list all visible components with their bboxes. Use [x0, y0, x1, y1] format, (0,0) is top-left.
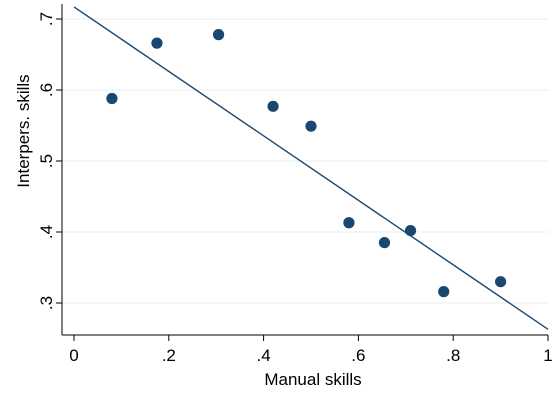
- y-tick-label: .4: [37, 225, 56, 239]
- y-tick-label: .5: [37, 154, 56, 168]
- data-point: [212, 29, 225, 41]
- x-tick-label: .6: [351, 346, 365, 365]
- data-point: [267, 100, 279, 112]
- data-point: [106, 92, 118, 105]
- x-tick-label: .8: [446, 346, 460, 365]
- data-point: [404, 224, 417, 237]
- x-tick-label: 1: [543, 346, 552, 365]
- x-tick-label: .4: [257, 346, 271, 365]
- data-point: [495, 276, 507, 288]
- data-point: [438, 286, 450, 298]
- data-point: [305, 120, 317, 132]
- y-tick-label: .6: [37, 83, 56, 97]
- data-point: [378, 237, 391, 249]
- y-axis-title: Interpers. skills: [14, 74, 33, 187]
- x-tick-label: .2: [162, 346, 176, 365]
- x-ticks: 0 .2 .4 .6 .8 1: [69, 335, 553, 365]
- fitted-line: [73, 6, 549, 330]
- fitted-line-group: [73, 6, 549, 330]
- axes: [61, 4, 548, 336]
- x-tick-label: 0: [69, 346, 78, 365]
- data-point: [151, 37, 163, 49]
- grid-lines: [62, 18, 548, 304]
- y-tick-label: .7: [37, 12, 56, 26]
- scatter-points: [106, 29, 507, 298]
- y-tick-label: .3: [37, 296, 56, 310]
- y-ticks: .3 .4 .5 .6 .7: [37, 12, 62, 310]
- data-point: [343, 217, 355, 229]
- x-axis-title: Manual skills: [264, 370, 361, 389]
